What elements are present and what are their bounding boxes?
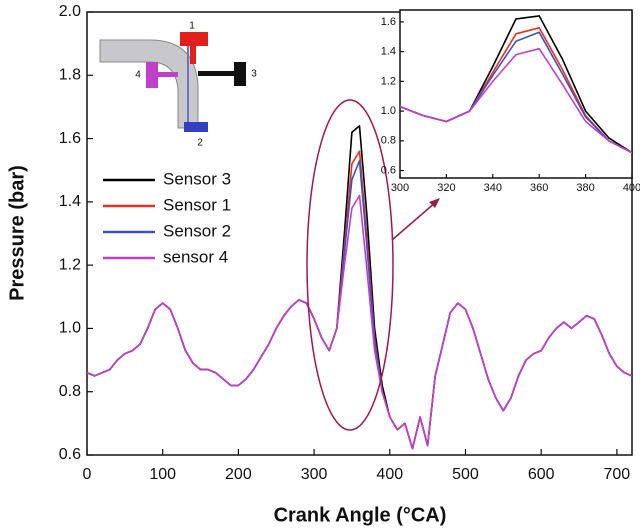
legend: Sensor 3 Sensor 1 Sensor 2 sensor 4	[103, 169, 231, 266]
y-tick-label: 1.0	[59, 320, 81, 337]
x-tick-label: 300	[391, 182, 409, 194]
y-tick-label: 1.4	[59, 193, 81, 210]
x-tick-label: 340	[484, 182, 502, 194]
y-tick-label: 1.2	[59, 256, 81, 273]
sensor-4	[146, 62, 158, 88]
y-tick-label: 0.8	[59, 383, 81, 400]
series-lines	[400, 15, 632, 154]
x-tick-label: 100	[149, 466, 176, 483]
arrow-head	[429, 198, 440, 208]
y-tick-label: 0.6	[59, 446, 81, 463]
y-tick-label: 1.6	[381, 16, 396, 28]
legend-label: Sensor 1	[163, 195, 231, 214]
series-lines	[87, 125, 632, 450]
series-line	[400, 31, 632, 154]
sensor-3	[234, 62, 246, 86]
y-tick-label: 1.0	[381, 105, 396, 117]
sensor-1-stem	[190, 46, 196, 64]
y-tick-label: 2.0	[59, 3, 81, 20]
series-line	[400, 47, 632, 154]
plot-frame	[399, 9, 633, 179]
y-tick-label: 1.4	[381, 46, 396, 58]
x-tick-label: 400	[623, 182, 640, 194]
x-axis-label: Crank Angle (°CA)	[274, 504, 447, 526]
x-tick-label: 700	[604, 466, 631, 483]
x-tick-label: 360	[530, 182, 548, 194]
y-axis-label: Pressure (bar)	[6, 165, 28, 301]
series-line	[87, 194, 632, 450]
x-tick-label: 0	[83, 466, 92, 483]
x-tick-label: 200	[225, 466, 252, 483]
y-tick-label: 1.2	[381, 75, 396, 87]
schematic-label: 3	[251, 69, 257, 80]
series-line	[400, 15, 632, 154]
schematic: 1 2 3 4	[99, 21, 257, 149]
sensor-4-stem	[158, 72, 178, 77]
legend-label: Sensor 3	[163, 169, 231, 188]
legend-label: sensor 4	[163, 247, 228, 266]
arrow-line	[391, 201, 437, 241]
y-tick-label: 0.8	[381, 135, 396, 147]
x-tick-label: 380	[576, 182, 594, 194]
x-tick-label: 600	[528, 466, 555, 483]
sensor-3-stem	[198, 71, 234, 76]
schematic-label: 4	[135, 70, 141, 81]
x-tick-label: 500	[452, 466, 479, 483]
legend-label: Sensor 2	[163, 221, 231, 240]
x-tick-label: 320	[437, 182, 455, 194]
highlight-ellipse	[306, 99, 394, 431]
y-tick-label: 1.6	[59, 130, 81, 147]
x-tick-label: 300	[301, 466, 328, 483]
y-tick-label: 0.6	[381, 164, 396, 176]
sensor-1	[180, 32, 208, 46]
sensor-2	[184, 122, 208, 132]
series-line	[400, 27, 632, 154]
y-tick-label: 1.8	[59, 67, 81, 84]
x-tick-label: 400	[376, 466, 403, 483]
schematic-label: 2	[197, 138, 203, 149]
schematic-label: 1	[189, 21, 195, 32]
